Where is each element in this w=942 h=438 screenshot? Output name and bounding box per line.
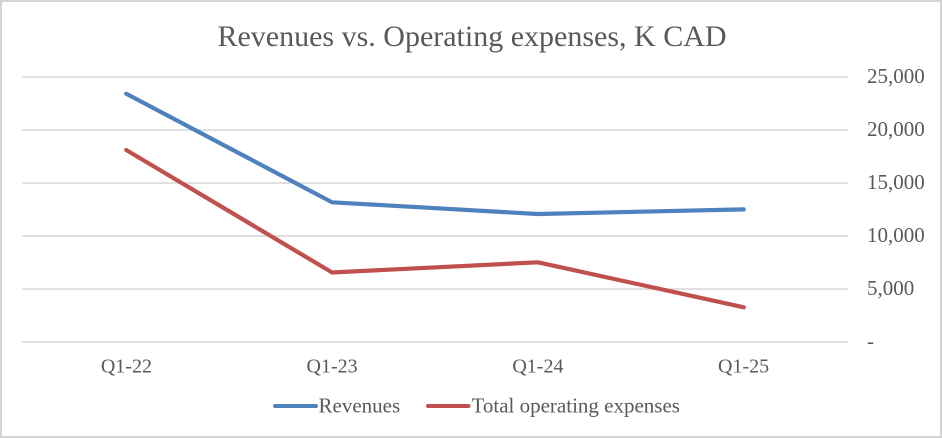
svg-text:25,000: 25,000 bbox=[867, 64, 925, 88]
svg-text:Q1-25: Q1-25 bbox=[718, 356, 769, 378]
svg-text:10,000: 10,000 bbox=[867, 223, 925, 247]
svg-text:Revenues vs. Operating expense: Revenues vs. Operating expenses, K CAD bbox=[217, 20, 726, 53]
svg-text:15,000: 15,000 bbox=[867, 170, 925, 194]
svg-text:Q1-23: Q1-23 bbox=[307, 356, 358, 378]
svg-text:Total operating expenses: Total operating expenses bbox=[472, 394, 680, 418]
svg-text:5,000: 5,000 bbox=[867, 276, 914, 300]
svg-text:20,000: 20,000 bbox=[867, 117, 925, 141]
svg-text:Q1-24: Q1-24 bbox=[512, 356, 563, 378]
svg-text:Revenues: Revenues bbox=[319, 394, 401, 418]
svg-text:-: - bbox=[867, 329, 874, 353]
svg-text:Q1-22: Q1-22 bbox=[101, 356, 152, 378]
